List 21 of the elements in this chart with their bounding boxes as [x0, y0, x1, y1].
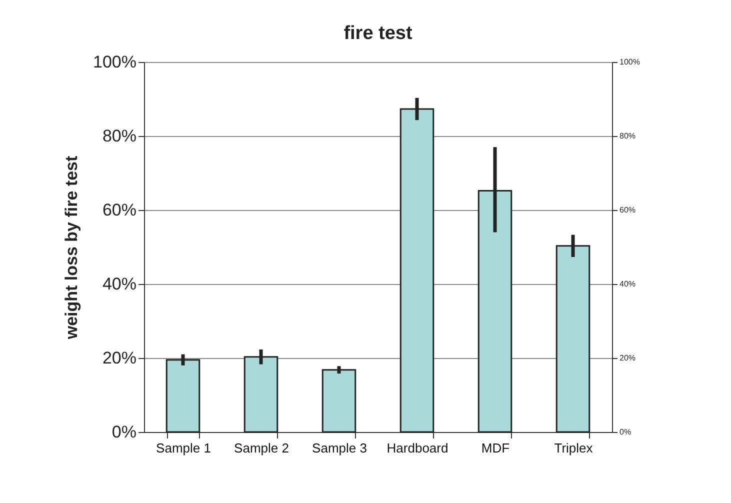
x-tick-label: Sample 2	[234, 440, 289, 456]
chart-title: fire test	[344, 23, 413, 44]
y2-tick-label: 40%	[620, 280, 636, 288]
y-tick-label: 0%	[112, 422, 136, 442]
x-tick-label: MDF	[481, 440, 510, 456]
x-tick-label: Sample 3	[312, 440, 367, 456]
y-tick-label: 20%	[102, 348, 136, 368]
y2-tick-label: 60%	[620, 206, 636, 214]
y-tick-label: 60%	[102, 200, 136, 220]
y2-tick-label: 20%	[620, 354, 636, 362]
y-tick-label: 40%	[102, 274, 136, 294]
x-tick-label: Triplex	[554, 440, 594, 456]
bar	[322, 369, 356, 433]
x-tick-label: Hardboard	[386, 440, 448, 456]
y2-tick-label: 80%	[620, 132, 636, 140]
y-tick-label: 100%	[93, 52, 136, 72]
y-tick-label: 80%	[102, 126, 136, 146]
y-axis-title: weight loss by fire test	[62, 156, 82, 340]
y2-tick-label: 100%	[620, 58, 640, 66]
y2-tick-label: 0%	[620, 428, 632, 436]
x-tick-label: Sample 1	[156, 440, 211, 456]
